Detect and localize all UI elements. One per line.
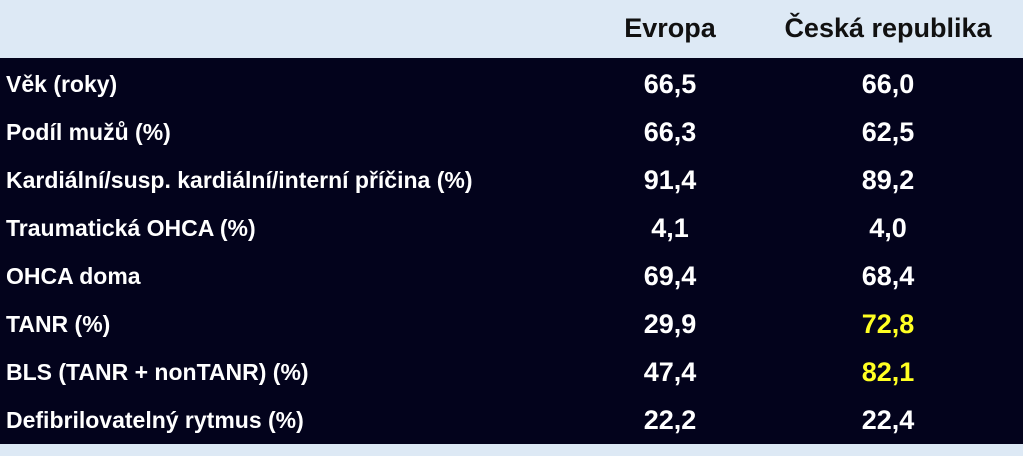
cell-evropa: 47,4 — [643, 357, 697, 387]
table-row: OHCA doma 69,4 68,4 — [0, 252, 1023, 300]
row-label: OHCA doma — [6, 263, 141, 289]
table-body: Věk (roky) 66,5 66,0 Podíl mužů (%) 66,3… — [0, 58, 1023, 444]
cell-ceska-republika: 89,2 — [861, 165, 915, 195]
row-label: TANR (%) — [6, 311, 111, 337]
table-row: Věk (roky) 66,5 66,0 — [0, 60, 1023, 108]
table-footer-strip — [0, 444, 1023, 456]
cell-evropa: 91,4 — [643, 165, 697, 195]
cell-ceska-republika: 72,8 — [861, 309, 915, 339]
table-row: BLS (TANR + nonTANR) (%) 47,4 82,1 — [0, 348, 1023, 396]
column-header-ceska-republika: Česká republika — [784, 13, 992, 43]
row-label: BLS (TANR + nonTANR) (%) — [6, 359, 309, 385]
cell-evropa: 66,5 — [643, 69, 697, 99]
cell-ceska-republika: 66,0 — [861, 69, 915, 99]
table-row: Traumatická OHCA (%) 4,1 4,0 — [0, 204, 1023, 252]
cell-ceska-republika: 62,5 — [861, 117, 915, 147]
cell-evropa: 4,1 — [651, 213, 689, 243]
table-header: Evropa Česká republika — [0, 0, 1023, 58]
table-row: Kardiální/susp. kardiální/interní příčin… — [0, 156, 1023, 204]
row-label: Defibrilovatelný rytmus (%) — [6, 407, 304, 433]
cell-ceska-republika: 82,1 — [861, 357, 915, 387]
row-label: Podíl mužů (%) — [6, 119, 171, 145]
column-header-evropa: Evropa — [624, 13, 716, 43]
row-label: Traumatická OHCA (%) — [6, 215, 256, 241]
table-row: Defibrilovatelný rytmus (%) 22,2 22,4 — [0, 396, 1023, 444]
cell-ceska-republika: 4,0 — [869, 213, 907, 243]
table-row: TANR (%) 29,9 72,8 — [0, 300, 1023, 348]
table-row: Podíl mužů (%) 66,3 62,5 — [0, 108, 1023, 156]
cell-evropa: 22,2 — [643, 405, 697, 435]
row-label: Věk (roky) — [6, 71, 118, 97]
cell-evropa: 69,4 — [643, 261, 697, 291]
cell-evropa: 29,9 — [643, 309, 697, 339]
cell-ceska-republika: 22,4 — [861, 405, 915, 435]
cell-evropa: 66,3 — [643, 117, 697, 147]
cell-ceska-republika: 68,4 — [861, 261, 915, 291]
row-label: Kardiální/susp. kardiální/interní příčin… — [6, 167, 473, 193]
